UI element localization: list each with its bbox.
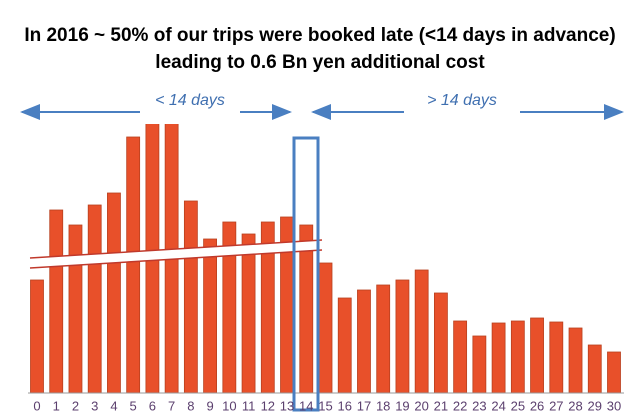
- bar: [241, 233, 256, 394]
- bar: [414, 269, 429, 394]
- x-tick-label: 29: [588, 398, 602, 413]
- bar: [472, 335, 487, 394]
- bar: [587, 344, 602, 394]
- x-tick-label: 24: [491, 398, 505, 413]
- label-bg: [404, 98, 520, 124]
- x-tick-label: 0: [33, 398, 40, 413]
- bar: [318, 262, 333, 394]
- bar: [107, 192, 121, 394]
- bar: [453, 320, 468, 394]
- annotation: > 14 days: [427, 92, 497, 109]
- bar: [433, 292, 448, 394]
- bar: [126, 136, 141, 394]
- bar: [183, 200, 198, 394]
- x-tick-label: 22: [453, 398, 467, 413]
- x-tick-label: 28: [568, 398, 582, 413]
- x-tick-label: 1: [53, 398, 60, 413]
- bar: [530, 317, 544, 394]
- x-tick-label: 14: [299, 398, 313, 413]
- bar: [510, 320, 525, 394]
- bar: [87, 204, 102, 394]
- x-tick-label: 21: [434, 398, 448, 413]
- x-tick-label: 10: [222, 398, 236, 413]
- annotation: < 14 days: [155, 92, 225, 109]
- x-tick-label: 27: [549, 398, 563, 413]
- bar: [68, 224, 83, 394]
- x-tick-label: 19: [395, 398, 409, 413]
- highlight: [292, 136, 320, 412]
- x-tick-label: 6: [149, 398, 156, 413]
- x-tick-label: 15: [318, 398, 332, 413]
- x-tick-label: 2: [72, 398, 79, 413]
- bar: [49, 209, 64, 394]
- axis-break: [29, 239, 323, 269]
- x-tick-label: 5: [130, 398, 137, 413]
- x-tick-label: 16: [337, 398, 351, 413]
- x-tick-label: 20: [414, 398, 428, 413]
- bar: [203, 238, 218, 394]
- bar: [30, 279, 44, 394]
- x-tick-label: 23: [472, 398, 486, 413]
- x-tick-label: 3: [91, 398, 98, 413]
- x-tick-label: 9: [206, 398, 213, 413]
- label-bg: [140, 98, 240, 124]
- x-tick-label: 18: [376, 398, 390, 413]
- x-tick-label: 12: [261, 398, 275, 413]
- x-tick-label: 13: [280, 398, 294, 413]
- x-tick-label: 26: [530, 398, 544, 413]
- x-tick-label: 8: [187, 398, 194, 413]
- x-tick-label: 30: [607, 398, 621, 413]
- x-tick-label: 11: [242, 398, 256, 413]
- bar: [491, 322, 506, 394]
- chart-title: In 2016 ~ 50% of our trips were booked l…: [24, 25, 616, 73]
- bar: [357, 289, 371, 394]
- x-tick-label: 17: [357, 398, 371, 413]
- bar: [568, 327, 583, 394]
- bar: [337, 297, 352, 394]
- bar: [607, 351, 621, 394]
- bar: [395, 279, 410, 394]
- bar: [376, 284, 391, 394]
- x-tick-label: 7: [168, 398, 175, 413]
- x-tick-label: 25: [511, 398, 525, 413]
- bar: [549, 321, 564, 394]
- x-tick-label: 4: [110, 398, 117, 413]
